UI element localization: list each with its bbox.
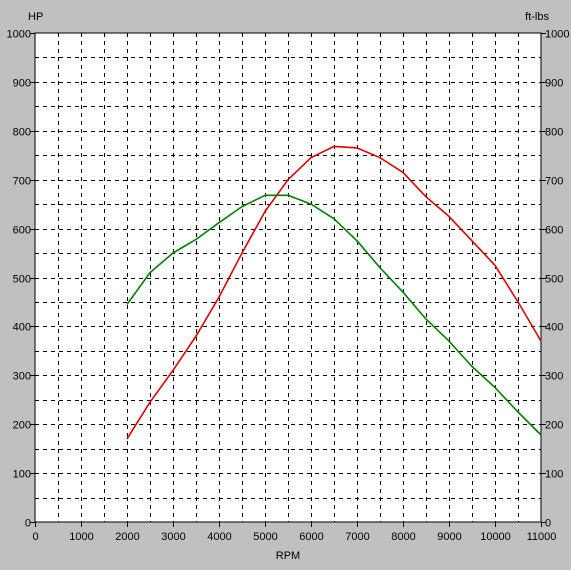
y-left-tick-label: 1000 — [7, 29, 31, 41]
x-tick-label: 5000 — [253, 531, 277, 543]
x-tick-label: 7000 — [345, 531, 369, 543]
x-tick-label: 3000 — [161, 531, 185, 543]
y-left-tick-label: 700 — [13, 176, 31, 188]
y-right-tick-label: 100 — [545, 469, 563, 481]
y-left-tick-label: 900 — [13, 78, 31, 90]
y-right-tick-label: 0 — [545, 518, 551, 530]
x-tick-label: 10000 — [480, 531, 511, 543]
y-right-tick-label: 800 — [545, 127, 563, 139]
x-tick-label: 0 — [32, 531, 38, 543]
y-right-tick-label: 900 — [545, 78, 563, 90]
y-right-tick-label: 500 — [545, 274, 563, 286]
x-tick-label: 11000 — [527, 531, 557, 543]
y-left-tick-label: 800 — [13, 127, 31, 139]
x-tick-label: 8000 — [391, 531, 415, 543]
series-layer — [126, 145, 542, 440]
y-right-tick-label: 300 — [545, 371, 563, 383]
y-left-tick-label: 600 — [13, 225, 31, 237]
x-tick-label: 2000 — [115, 531, 139, 543]
axis-layer: 0 1000 2000 3000 4000 5000 6000 7000 8000 9000 100… — [7, 29, 570, 544]
x-tick-label: 6000 — [299, 531, 323, 543]
y-right-tick-label: 400 — [545, 322, 563, 334]
x-tick-label: 9000 — [437, 531, 461, 543]
y-left-tick-label: 300 — [13, 371, 31, 383]
x-tick-label: 4000 — [207, 531, 231, 543]
y-left-tick-label: 500 — [13, 274, 31, 286]
grid — [35, 33, 541, 522]
y-right-tick-label: 1000 — [545, 29, 569, 41]
y-left-tick-label: 400 — [13, 322, 31, 334]
green-series-line — [126, 194, 542, 436]
y-right-tick-label: 200 — [545, 420, 563, 432]
y-right-tick-label: 600 — [545, 225, 563, 237]
y-left-tick-label: 200 — [13, 420, 31, 432]
red-series-line — [126, 145, 542, 440]
x-tick-label: 1000 — [69, 531, 93, 543]
y-left-tick-label: 100 — [13, 469, 31, 481]
y-left-tick-label: 0 — [25, 518, 31, 530]
y-right-axis-title: ft-lbs — [525, 11, 549, 23]
x-axis-title: RPM — [276, 550, 300, 562]
y-left-axis-title: HP — [28, 11, 43, 23]
y-right-tick-label: 700 — [545, 176, 563, 188]
